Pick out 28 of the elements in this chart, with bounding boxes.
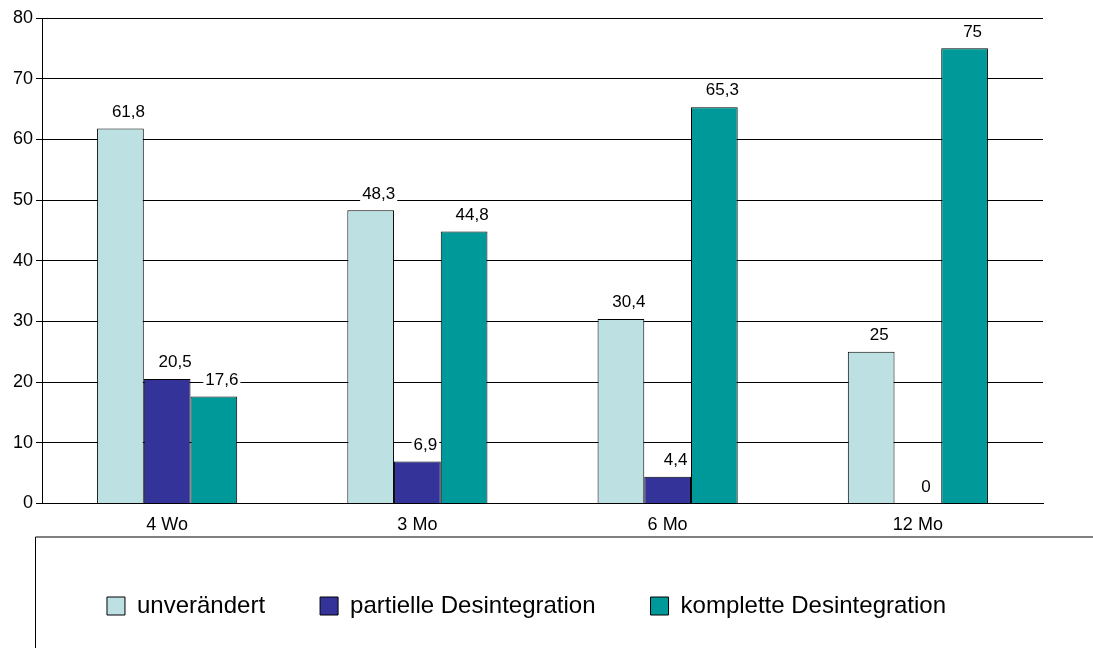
y-tick-label: 40 <box>12 249 34 270</box>
data-label: 44,8 <box>455 204 489 224</box>
x-tick-label: 12 Mo <box>892 514 943 535</box>
data-label: 4,4 <box>663 449 688 469</box>
data-label: 61,8 <box>111 101 145 121</box>
y-tick-label: 50 <box>12 188 34 209</box>
y-tick-label: 10 <box>12 431 34 452</box>
y-tick-label: 70 <box>12 67 34 88</box>
y-tick-label: 20 <box>12 371 34 392</box>
data-label: 65,3 <box>705 80 739 100</box>
x-tick-label: 4 Wo <box>146 514 188 535</box>
y-tick-label: 30 <box>12 310 34 331</box>
data-label: 75 <box>963 21 983 41</box>
data-label: 30,4 <box>612 292 646 312</box>
data-label: 6,9 <box>413 434 438 454</box>
data-label: 17,6 <box>205 369 239 389</box>
legend-label: unverändert <box>136 590 266 618</box>
x-tick-label: 3 Mo <box>397 514 438 535</box>
x-tick-label: 6 Mo <box>647 514 688 535</box>
data-label: 48,3 <box>362 183 396 203</box>
legend-label: komplette Desintegration <box>680 590 947 618</box>
data-label: 20,5 <box>158 352 192 372</box>
y-tick-label: 80 <box>12 6 34 27</box>
legend-label: partielle Desintegration <box>350 590 596 618</box>
data-label: 0 <box>921 476 931 496</box>
data-label: 25 <box>869 324 889 344</box>
y-tick-label: 0 <box>23 492 34 513</box>
y-tick-label: 60 <box>12 128 34 149</box>
